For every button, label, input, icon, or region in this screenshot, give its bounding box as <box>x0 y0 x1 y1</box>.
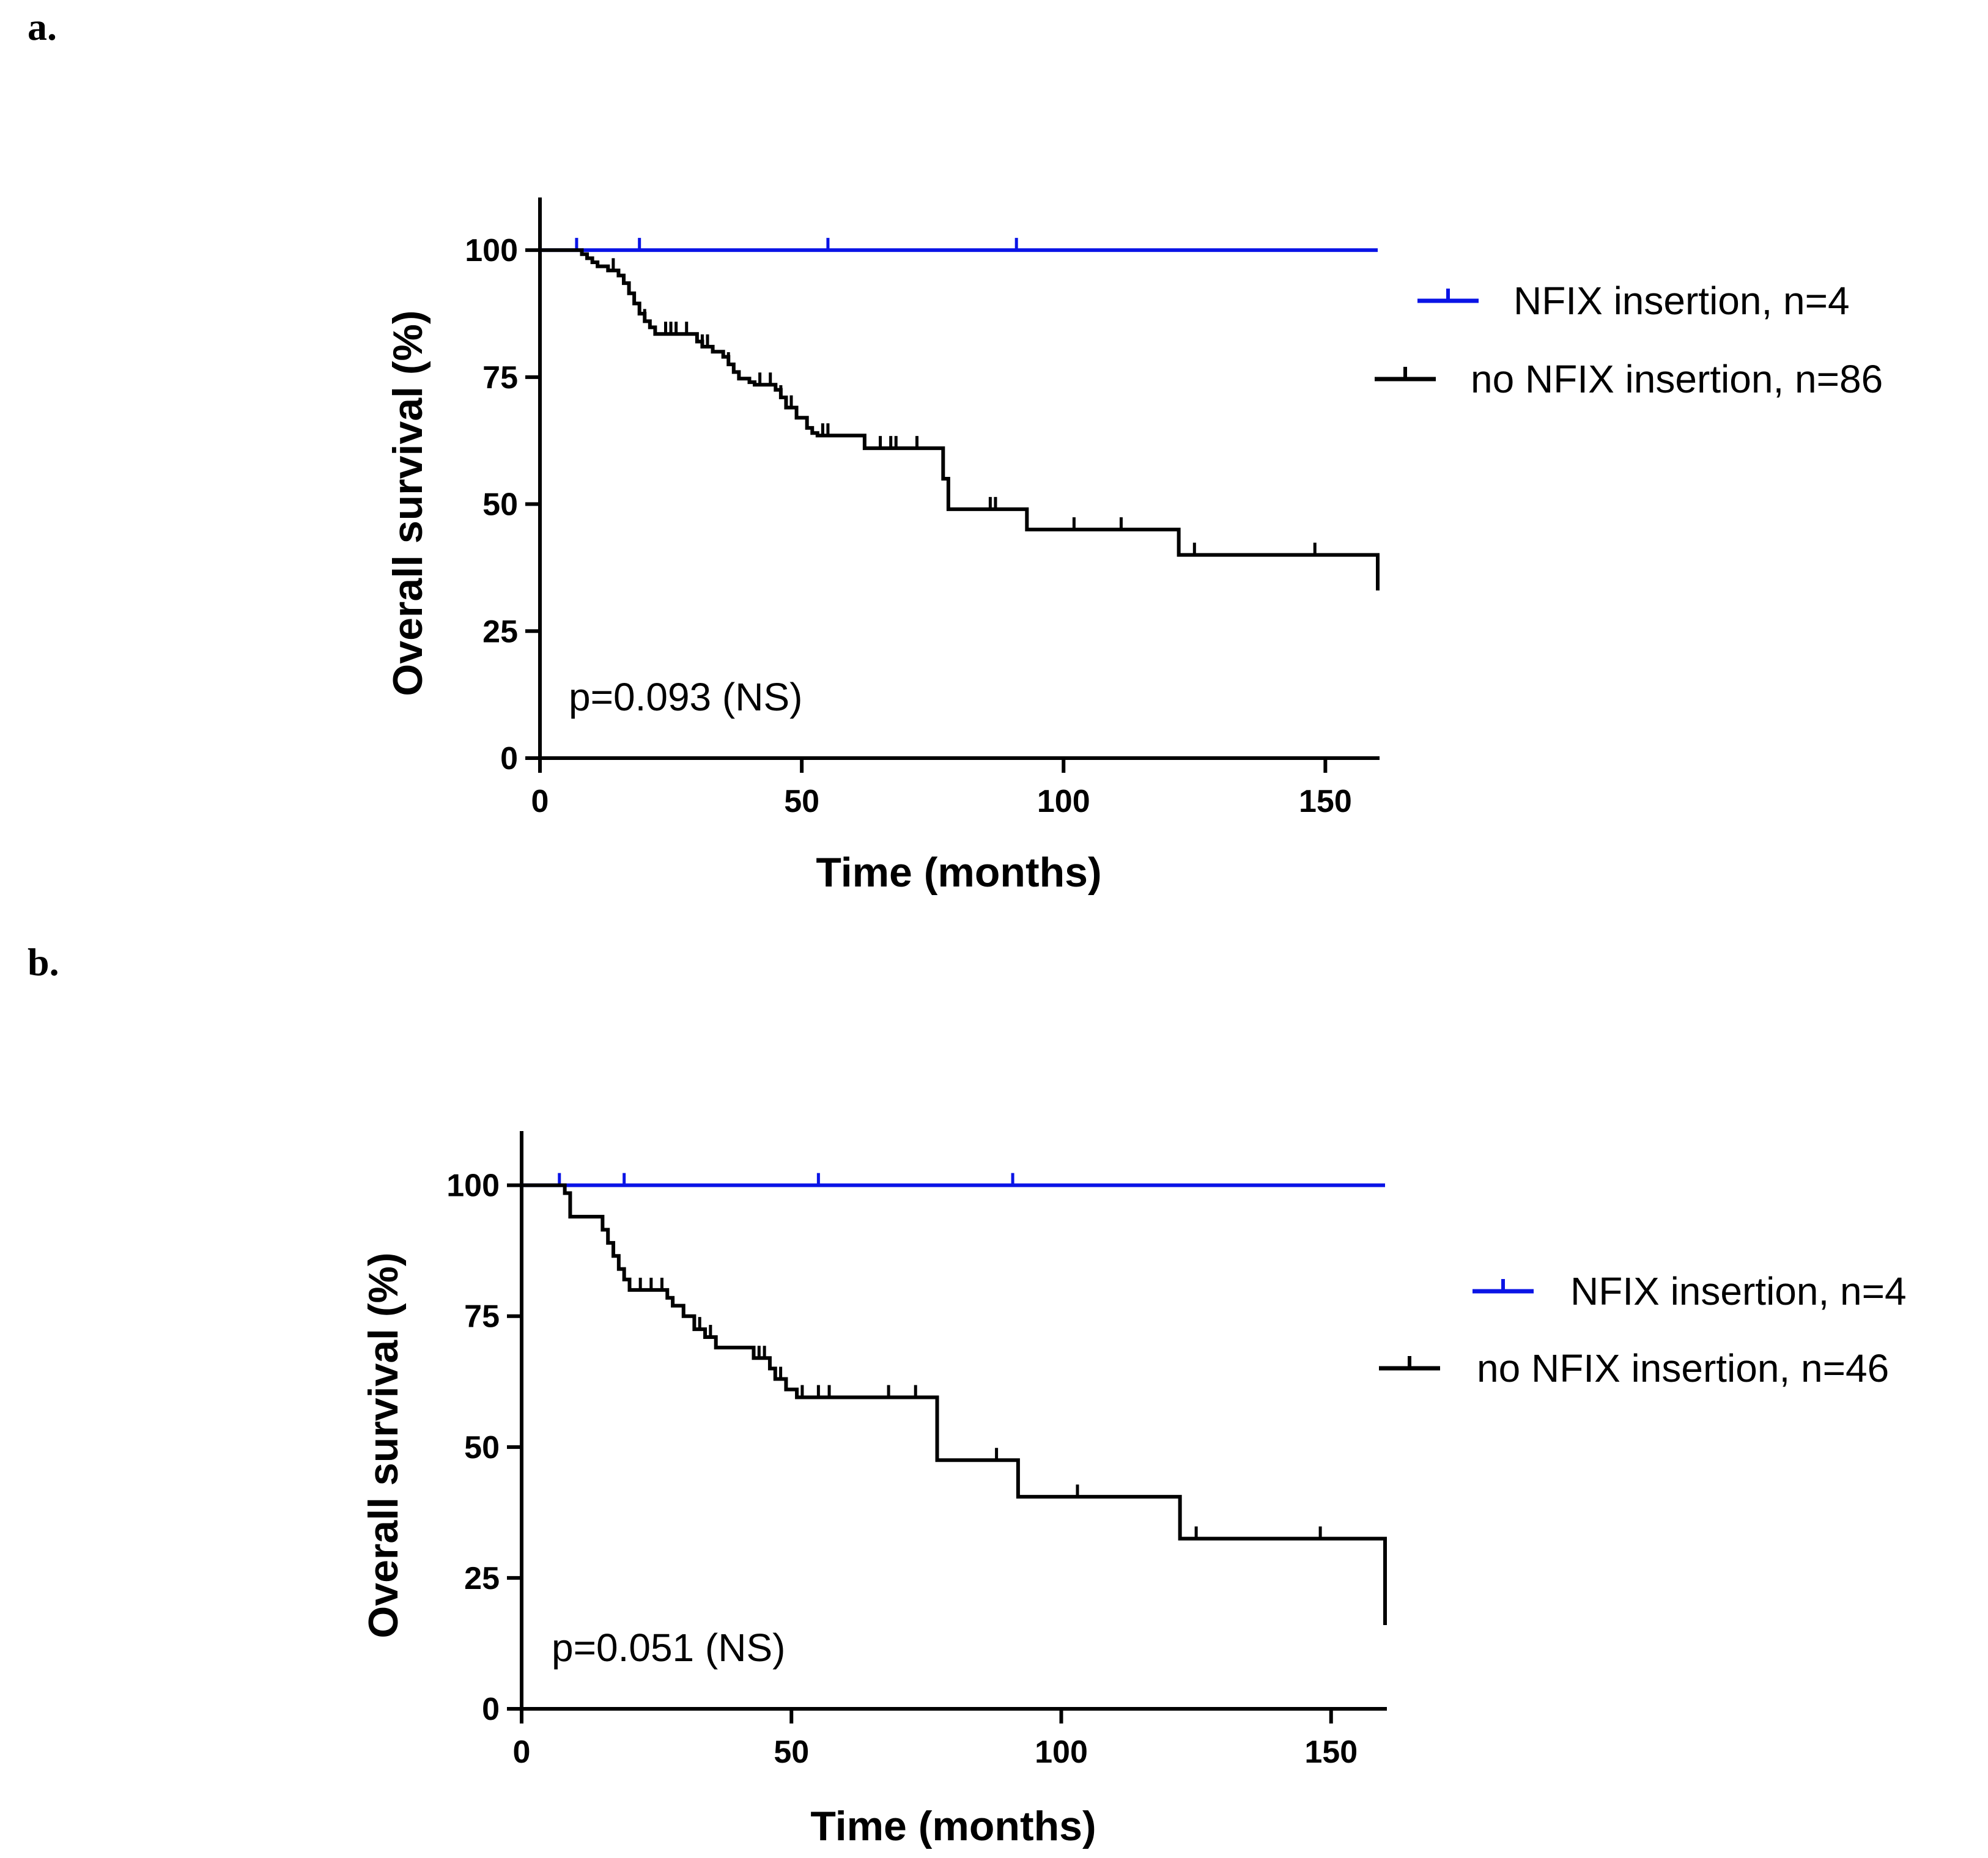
chart-b-y-tick-label: 75 <box>464 1299 500 1335</box>
survival-chart-a: 0 25 50 75 100 0 50 100 150 Time (months) Overall … <box>385 197 1883 896</box>
chart-a-legend-label-1: NFIX insertion, n=4 <box>1513 279 1850 323</box>
chart-b-x-tick-label: 150 <box>1304 1735 1358 1770</box>
chart-a-y-tick-label: 75 <box>482 360 518 396</box>
chart-b-y-tick-label: 100 <box>446 1168 500 1204</box>
chart-a-x-tick-label: 150 <box>1299 784 1352 819</box>
chart-a-y-tick-label: 25 <box>482 614 518 649</box>
chart-a-x-tick-label: 50 <box>784 784 819 819</box>
chart-b-x-axis-title: Time (months) <box>810 1803 1096 1849</box>
chart-a-x-tick-label: 100 <box>1037 784 1090 819</box>
chart-b-legend-label-2: no NFIX insertion, n=46 <box>1477 1346 1889 1390</box>
survival-chart-b: 0 25 50 75 100 0 50 100 150 Time (months) Overall … <box>360 1131 1907 1849</box>
chart-a-p-value: p=0.093 (NS) <box>569 675 802 719</box>
chart-a-y-tick-label: 0 <box>500 741 518 776</box>
panel-label-b: b. <box>28 940 59 984</box>
chart-a-y-tick-label: 50 <box>482 487 518 523</box>
chart-b-legend-label-1: NFIX insertion, n=4 <box>1570 1269 1907 1313</box>
chart-a-y-axis-title: Overall survival (%) <box>385 310 431 696</box>
chart-b-y-tick-label: 0 <box>482 1692 500 1727</box>
chart-b-series-2-line <box>522 1183 1387 1625</box>
panel-label-a: a. <box>28 5 57 48</box>
chart-a-x-axis-title: Time (months) <box>816 849 1101 896</box>
chart-b-y-tick-label: 25 <box>464 1561 500 1596</box>
chart-b-x-tick-label: 50 <box>774 1735 809 1770</box>
chart-b-x-tick-label: 100 <box>1035 1735 1088 1770</box>
chart-b-y-axis-title: Overall survival (%) <box>360 1252 407 1638</box>
chart-b-x-tick-label: 0 <box>513 1735 531 1770</box>
chart-a-y-tick-label: 100 <box>465 233 518 268</box>
chart-a-legend-label-2: no NFIX insertion, n=86 <box>1471 357 1883 401</box>
chart-a-x-tick-label: 0 <box>531 784 549 819</box>
chart-b-y-tick-label: 50 <box>464 1430 500 1465</box>
chart-b-p-value: p=0.051 (NS) <box>552 1626 785 1670</box>
